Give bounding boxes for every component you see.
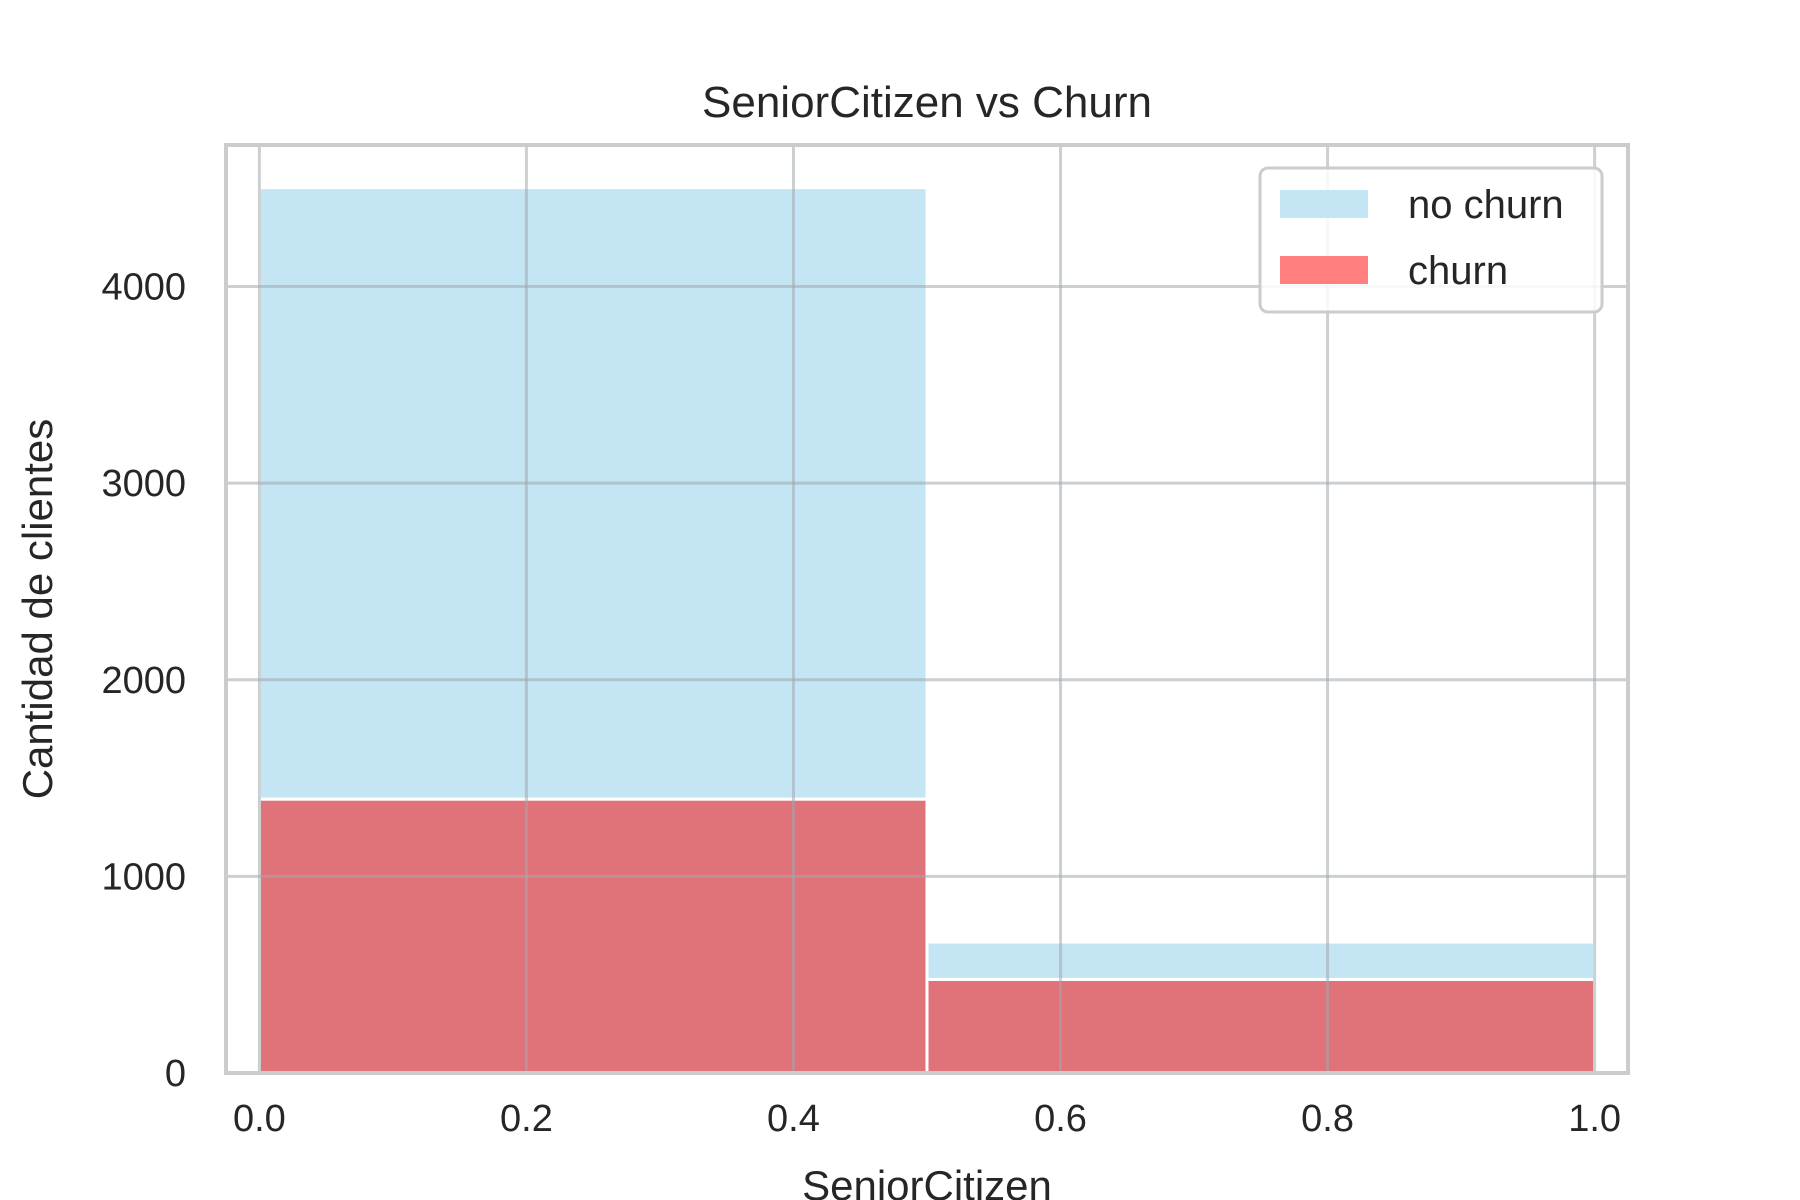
x-tick-label-0: 0.0 [233, 1098, 286, 1140]
legend-swatch-churn [1280, 256, 1368, 284]
x-axis-label: SeniorCitizen [802, 1162, 1052, 1200]
legend-label-churn: churn [1408, 249, 1508, 293]
bar-churn-1 [925, 977, 1597, 1075]
y-tick-label-1: 1000 [101, 856, 186, 898]
bar-no-churn-0 [257, 186, 929, 801]
legend-swatch-no-churn [1280, 190, 1368, 218]
plot-frame [224, 143, 1630, 1075]
x-tick-label-5: 1.0 [1568, 1098, 1621, 1140]
y-tick-label-2: 2000 [101, 660, 186, 702]
y-axis-label: Cantidad de clientes [14, 419, 61, 800]
x-tick-label-1: 0.2 [500, 1098, 553, 1140]
bar-no-churn-1 [925, 940, 1597, 981]
y-tick-label-4: 4000 [101, 267, 186, 309]
legend: no churn churn [1258, 166, 1604, 314]
x-tick-label-2: 0.4 [767, 1098, 820, 1140]
bar-churn-0 [257, 797, 929, 1075]
y-tick-label-0: 0 [165, 1053, 186, 1095]
x-tick-label-3: 0.6 [1034, 1098, 1087, 1140]
chart-title: SeniorCitizen vs Churn [702, 78, 1152, 127]
legend-label-no-churn: no churn [1408, 183, 1564, 227]
y-tick-label-3: 3000 [101, 463, 186, 505]
x-tick-label-4: 0.8 [1301, 1098, 1354, 1140]
